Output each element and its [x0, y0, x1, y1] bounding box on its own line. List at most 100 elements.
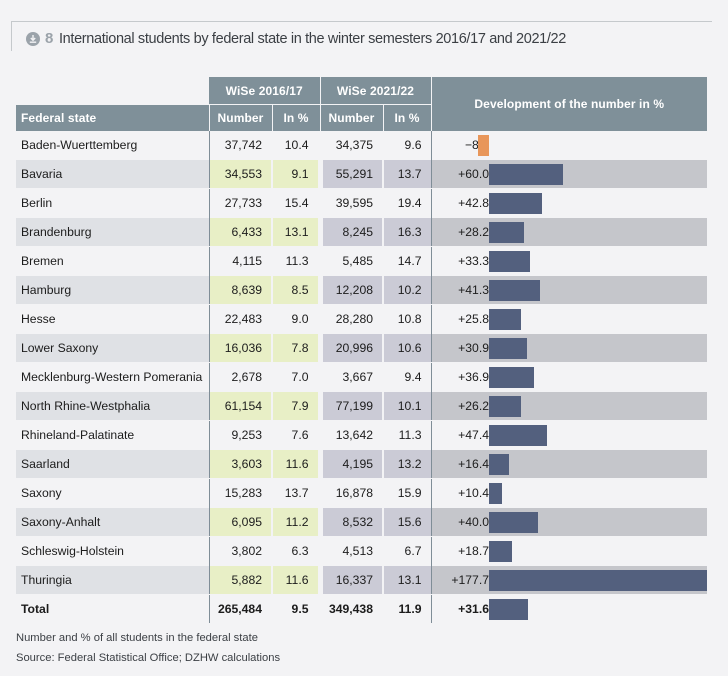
percent-2021: 11.3: [382, 420, 431, 450]
header-wise-2016: WiSe 2016/17: [209, 77, 321, 105]
number-2021: 28,280: [317, 304, 383, 334]
number-2016: 6,433: [208, 217, 272, 247]
header-percent-2016: In %: [272, 104, 321, 131]
percent-2021: 11.9: [382, 594, 431, 623]
percent-2021: 15.9: [382, 478, 431, 508]
figure-number: 8: [45, 30, 53, 47]
table-row: Saxony-Anhalt 6,095 11.2 8,532 15.6 +40.0: [16, 507, 707, 537]
development-bar-cell: [489, 189, 707, 218]
figure-title-row: 8 International students by federal stat…: [26, 30, 566, 47]
state-name: Thuringia: [16, 565, 209, 595]
percent-2016: 7.6: [271, 420, 320, 450]
table-row: Saxony 15,283 13.7 16,878 15.9 +10.4: [16, 478, 707, 508]
development-bar: [489, 512, 539, 533]
development-bar-cell: [489, 537, 707, 566]
development-bar-cell: [478, 131, 707, 160]
development-bar: [489, 164, 563, 185]
number-2016: 9,253: [208, 420, 272, 450]
percent-2021: 13.2: [382, 449, 431, 479]
development-bar: [489, 599, 528, 620]
percent-2021: 10.1: [382, 391, 431, 421]
number-2016: 15,283: [208, 478, 272, 508]
percent-2021: 13.7: [382, 159, 431, 189]
header-percent-2021: In %: [383, 104, 432, 131]
number-2016: 27,733: [208, 188, 272, 218]
header-federal-state: Federal state: [16, 104, 210, 131]
development-bar: [489, 541, 512, 562]
state-name: Saarland: [16, 449, 209, 479]
development-value: +30.9: [430, 333, 489, 363]
state-name: North Rhine-Westphalia: [16, 391, 209, 421]
number-2021: 13,642: [317, 420, 383, 450]
table-row: Lower Saxony 16,036 7.8 20,996 10.6 +30.9: [16, 333, 707, 363]
number-2021: 39,595: [317, 188, 383, 218]
development-value: +177.7: [430, 565, 489, 595]
number-2021: 3,667: [317, 362, 383, 392]
state-name: Saxony-Anhalt: [16, 507, 209, 537]
state-name: Saxony: [21, 486, 62, 500]
number-2016: 3,603: [208, 449, 272, 479]
state-name: Bremen: [21, 254, 64, 268]
table-row: North Rhine-Westphalia 61,154 7.9 77,199 10.…: [16, 391, 707, 421]
data-table: WiSe 2016/17 WiSe 2021/22 Development of…: [16, 77, 707, 623]
percent-2021: 15.6: [382, 507, 431, 537]
number-2021: 8,245: [317, 217, 383, 247]
percent-2016: 10.4: [271, 131, 320, 160]
download-icon[interactable]: [26, 31, 40, 46]
percent-2021: 10.6: [382, 333, 431, 363]
table-row: Bavaria 34,553 9.1 55,291 13.7 +60.0: [16, 159, 707, 189]
state-name: Brandenburg: [16, 217, 209, 247]
number-2021: 34,375: [317, 131, 383, 160]
footnotes: Number and % of all students in the fede…: [16, 628, 280, 668]
percent-2016: 11.6: [271, 565, 320, 595]
development-bar-cell: [489, 449, 707, 479]
development-bar-cell: [489, 595, 707, 624]
percent-2016: 11.2: [271, 507, 320, 537]
figure-title: International students by federal state …: [59, 30, 566, 47]
percent-2021: 6.7: [382, 536, 431, 566]
state-name: Baden-Wuerttemberg: [21, 138, 138, 152]
development-bar-cell: [489, 391, 707, 421]
development-value: +26.2: [430, 391, 489, 421]
development-value: +31.6: [430, 594, 489, 623]
percent-2016: 9.5: [271, 594, 320, 623]
header-number-2016: Number: [209, 104, 273, 131]
development-value: +28.2: [430, 217, 489, 247]
development-bar-cell: [489, 363, 707, 392]
development-bar-cell: [489, 479, 707, 508]
development-value: +36.9: [430, 362, 489, 392]
header-wise-2021: WiSe 2021/22: [320, 77, 432, 105]
percent-2021: 9.6: [382, 131, 431, 160]
number-2021: 77,199: [317, 391, 383, 421]
percent-2021: 14.7: [382, 246, 431, 276]
state-name: Total: [21, 602, 50, 616]
table-row: Bremen 4,115 11.3 5,485 14.7 +33.3: [16, 246, 707, 276]
number-2021: 12,208: [317, 275, 383, 305]
development-bar-cell: [489, 333, 707, 363]
percent-2016: 7.8: [271, 333, 320, 363]
table-row: Brandenburg 6,433 13.1 8,245 16.3 +28.2: [16, 217, 707, 247]
number-2016: 22,483: [208, 304, 272, 334]
state-name: Mecklenburg-Western Pomerania: [21, 370, 203, 384]
number-2016: 5,882: [208, 565, 272, 595]
table-row: Schleswig-Holstein 3,802 6.3 4,513 6.7 +18.7: [16, 536, 707, 566]
state-name: Lower Saxony: [16, 333, 209, 363]
table-row: Baden-Wuerttemberg 37,742 10.4 34,375 9.6 −8.…: [16, 131, 707, 160]
percent-2021: 9.4: [382, 362, 431, 392]
development-bar: [489, 425, 548, 446]
table-row: Saarland 3,603 11.6 4,195 13.2 +16.4: [16, 449, 707, 479]
percent-2021: 13.1: [382, 565, 431, 595]
development-bar-cell: [489, 507, 707, 537]
percent-2016: 8.5: [271, 275, 320, 305]
development-bar: [489, 570, 707, 591]
state-name: Bavaria: [16, 159, 209, 189]
number-2016: 8,639: [208, 275, 272, 305]
development-value: +16.4: [430, 449, 489, 479]
number-2021: 4,513: [317, 536, 383, 566]
development-value: +10.4: [430, 478, 489, 508]
development-bar-cell: [489, 275, 707, 305]
number-2021: 55,291: [317, 159, 383, 189]
development-bar: [489, 367, 535, 388]
development-value: +40.0: [430, 507, 489, 537]
development-bar: [489, 280, 540, 301]
